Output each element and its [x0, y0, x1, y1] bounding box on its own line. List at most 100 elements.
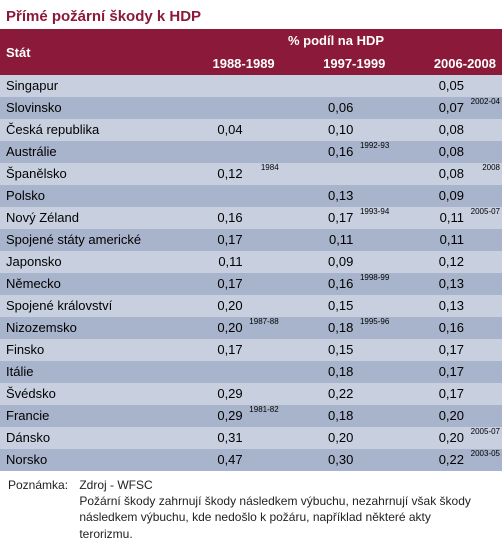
cell-state: Japonsko: [0, 251, 170, 273]
cell-value: 0,20: [281, 427, 392, 449]
cell-value: 0,12: [391, 251, 502, 273]
cell-state: Spojené státy americké: [0, 229, 170, 251]
cell-value: 0,17: [391, 339, 502, 361]
table-row: Austrálie 0,161992-930,08: [0, 141, 502, 163]
table-row: Spojené království0,200,150,13: [0, 295, 502, 317]
cell-state: Slovinsko: [0, 97, 170, 119]
cell-superscript: 2008: [482, 163, 500, 173]
cell-state: Dánsko: [0, 427, 170, 449]
header-period-2: 1997-1999: [281, 52, 392, 75]
cell-state: Nizozemsko: [0, 317, 170, 339]
table-header: Stát % podíl na HDP 1988-1989 1997-1999 …: [0, 29, 502, 75]
cell-value: 0,29: [170, 383, 281, 405]
cell-value: 0,17: [391, 361, 502, 383]
footnote-body: Zdroj - WFSC Požární škody zahrnují škod…: [79, 477, 479, 542]
cell-state: Česká republika: [0, 119, 170, 141]
cell-value: 0,17: [170, 273, 281, 295]
cell-superscript: 1987-88: [249, 317, 278, 327]
cell-value: 0,17: [170, 229, 281, 251]
cell-value: 0,16: [391, 317, 502, 339]
cell-value: 0,082008: [391, 163, 502, 185]
cell-value: [281, 75, 392, 97]
cell-value: 0,13: [391, 295, 502, 317]
table-row: Španělsko0,121984 0,082008: [0, 163, 502, 185]
table-row: Německo0,170,161998-990,13: [0, 273, 502, 295]
table-row: Finsko0,170,150,17: [0, 339, 502, 361]
cell-superscript: 2003-05: [471, 449, 500, 459]
header-group: % podíl na HDP: [170, 29, 502, 52]
cell-value: [170, 97, 281, 119]
cell-value: 0,15: [281, 295, 392, 317]
cell-value: 0,171993-94: [281, 207, 392, 229]
cell-value: 0,17: [391, 383, 502, 405]
table-row: Francie0,291981-820,180,20: [0, 405, 502, 427]
cell-state: Švédsko: [0, 383, 170, 405]
footnote-text: Požární škody zahrnují škody následkem v…: [79, 494, 471, 540]
cell-value: [281, 163, 392, 185]
footnote-label: Poznámka:: [8, 477, 76, 493]
cell-value: 0,08: [391, 119, 502, 141]
cell-value: 0,08: [391, 141, 502, 163]
cell-value: 0,06: [281, 97, 392, 119]
cell-value: 0,09: [391, 185, 502, 207]
cell-value: 0,202005-07: [391, 427, 502, 449]
data-table: Stát % podíl na HDP 1988-1989 1997-1999 …: [0, 29, 502, 471]
cell-superscript: 2005-07: [471, 207, 500, 217]
cell-superscript: 1998-99: [360, 273, 389, 283]
table-row: Singapur 0,05: [0, 75, 502, 97]
cell-state: Španělsko: [0, 163, 170, 185]
cell-value: [170, 361, 281, 383]
cell-value: 0,16: [170, 207, 281, 229]
footnote: Poznámka: Zdroj - WFSC Požární škody zah…: [0, 471, 502, 550]
cell-state: Singapur: [0, 75, 170, 97]
cell-superscript: 1993-94: [360, 207, 389, 217]
cell-state: Austrálie: [0, 141, 170, 163]
cell-superscript: 1981-82: [249, 405, 278, 415]
cell-value: 0,09: [281, 251, 392, 273]
footnote-source: Zdroj - WFSC: [79, 478, 152, 492]
table-row: Česká republika0,040,100,08: [0, 119, 502, 141]
cell-value: 0,161992-93: [281, 141, 392, 163]
table-row: Spojené státy americké0,170,110,11: [0, 229, 502, 251]
cell-value: 0,05: [391, 75, 502, 97]
header-state: Stát: [0, 29, 170, 75]
cell-value: 0,10: [281, 119, 392, 141]
cell-superscript: 1984: [261, 163, 279, 173]
table-row: Dánsko0,310,200,202005-07: [0, 427, 502, 449]
cell-value: 0,11: [281, 229, 392, 251]
cell-value: 0,222003-05: [391, 449, 502, 471]
cell-state: Francie: [0, 405, 170, 427]
cell-value: 0,30: [281, 449, 392, 471]
cell-superscript: 2005-07: [471, 427, 500, 437]
cell-value: 0,161998-99: [281, 273, 392, 295]
cell-value: 0,291981-82: [170, 405, 281, 427]
cell-value: 0,20: [170, 295, 281, 317]
table-row: Švédsko0,290,220,17: [0, 383, 502, 405]
cell-value: [170, 141, 281, 163]
table-row: Polsko0,130,09: [0, 185, 502, 207]
cell-value: 0,47: [170, 449, 281, 471]
table-row: Norsko0,470,300,222003-05: [0, 449, 502, 471]
cell-value: 0,121984: [170, 163, 281, 185]
header-period-3: 2006-2008: [391, 52, 502, 75]
cell-superscript: 1992-93: [360, 141, 389, 151]
cell-superscript: 1995-96: [360, 317, 389, 327]
cell-state: Polsko: [0, 185, 170, 207]
table-row: Nizozemsko0,201987-880,181995-960,16: [0, 317, 502, 339]
cell-value: 0,15: [281, 339, 392, 361]
cell-value: 0,201987-88: [170, 317, 281, 339]
cell-state: Finsko: [0, 339, 170, 361]
cell-value: 0,11: [391, 229, 502, 251]
cell-state: Nový Zéland: [0, 207, 170, 229]
table-title: Přímé požární škody k HDP: [0, 0, 502, 29]
table-body: Singapur0,05Slovinsko0,060,072002-04Česk…: [0, 75, 502, 471]
cell-state: Spojené království: [0, 295, 170, 317]
cell-value: 0,13: [391, 273, 502, 295]
cell-state: Itálie: [0, 361, 170, 383]
table-row: Nový Zéland0,160,171993-940,112005-07: [0, 207, 502, 229]
cell-value: 0,18: [281, 361, 392, 383]
table-row: Japonsko0,110,090,12: [0, 251, 502, 273]
cell-value: [170, 75, 281, 97]
table-container: Přímé požární škody k HDP Stát % podíl n…: [0, 0, 502, 550]
cell-value: 0,31: [170, 427, 281, 449]
